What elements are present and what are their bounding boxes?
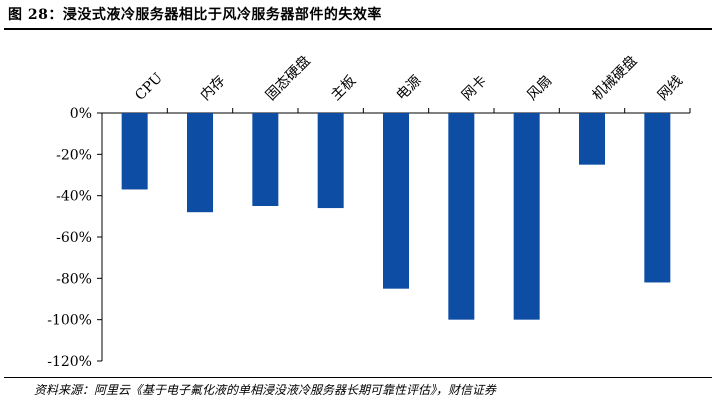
bar bbox=[644, 113, 671, 283]
y-tick-label: -20% bbox=[56, 147, 92, 163]
y-tick-label: -100% bbox=[47, 313, 92, 329]
x-tick-label: CPU bbox=[132, 70, 166, 104]
bar bbox=[383, 113, 409, 289]
source-note: 资料来源：阿里云《基于电子氟化液的单相浸没液冷服务器长期可靠性评估》，财信证券 bbox=[34, 383, 497, 397]
x-tick-label: 网卡 bbox=[459, 73, 490, 104]
bar bbox=[121, 113, 148, 190]
x-tick-label: 主板 bbox=[328, 73, 359, 104]
title-rule bbox=[4, 28, 712, 30]
x-tick-label: 机械硬盘 bbox=[589, 52, 641, 104]
x-tick-label: 网线 bbox=[655, 73, 686, 104]
bar-chart: 0% -20% -40% -60% -80% -100% -120% CPU 内存 固态硬盘 主板 电… bbox=[47, 52, 691, 370]
bar bbox=[579, 113, 605, 165]
source-rule bbox=[4, 377, 712, 378]
bar bbox=[187, 113, 213, 213]
x-tick-label: 电源 bbox=[394, 73, 425, 104]
x-tick-label: 风扇 bbox=[524, 73, 555, 104]
bar bbox=[317, 113, 344, 209]
y-tick-label: -120% bbox=[47, 354, 92, 370]
x-tick-label: 固态硬盘 bbox=[262, 52, 314, 104]
y-tick-label: -60% bbox=[56, 230, 92, 246]
y-tick-label: -80% bbox=[56, 271, 92, 287]
x-tick-label: 内存 bbox=[198, 73, 229, 104]
bar bbox=[448, 113, 475, 320]
y-tick-label: -40% bbox=[56, 189, 92, 205]
y-tick-label: 0% bbox=[70, 106, 92, 122]
bar bbox=[513, 113, 540, 320]
chart-title: 图 28：浸没式液冷服务器相比于风冷服务器部件的失效率 bbox=[8, 7, 382, 23]
bar bbox=[252, 113, 279, 206]
